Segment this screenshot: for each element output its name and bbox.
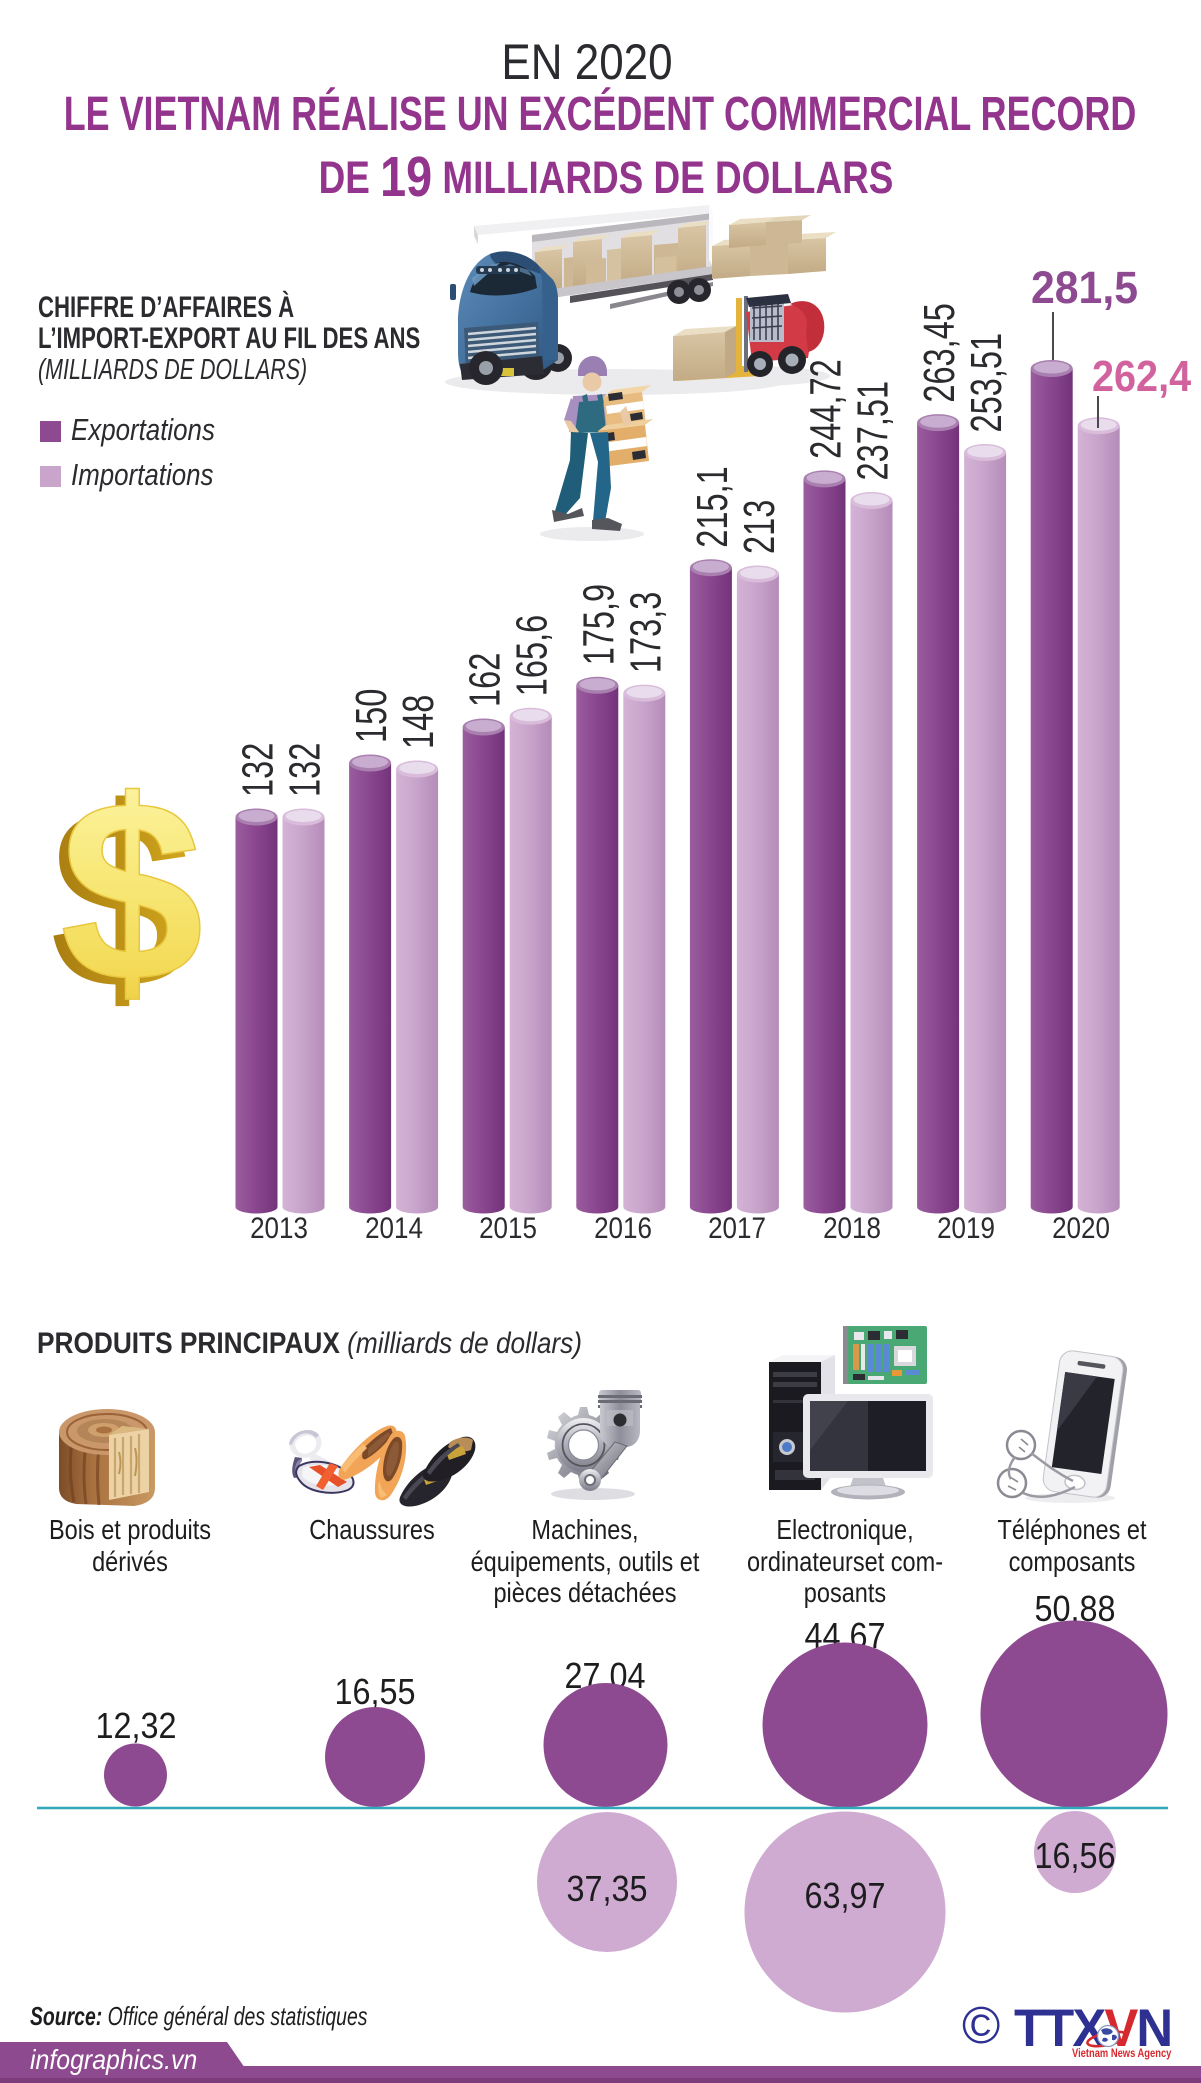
- svg-text:$: $: [50, 774, 194, 1014]
- svg-text:244,72: 244,72: [802, 359, 851, 459]
- svg-text:132: 132: [234, 743, 283, 797]
- svg-text:175,9: 175,9: [575, 584, 624, 665]
- svg-text:237,51: 237,51: [849, 381, 898, 481]
- svg-text:132: 132: [281, 743, 330, 797]
- svg-text:$: $: [60, 774, 204, 1014]
- svg-text:162: 162: [461, 653, 510, 707]
- svg-text:213: 213: [735, 500, 784, 554]
- svg-text:148: 148: [394, 695, 443, 749]
- svg-text:150: 150: [347, 689, 396, 743]
- svg-text:215,1: 215,1: [688, 466, 737, 547]
- svg-text:253,51: 253,51: [962, 333, 1011, 433]
- svg-text:263,45: 263,45: [915, 303, 964, 403]
- svg-text:173,3: 173,3: [622, 592, 671, 673]
- svg-text:165,6: 165,6: [508, 615, 557, 696]
